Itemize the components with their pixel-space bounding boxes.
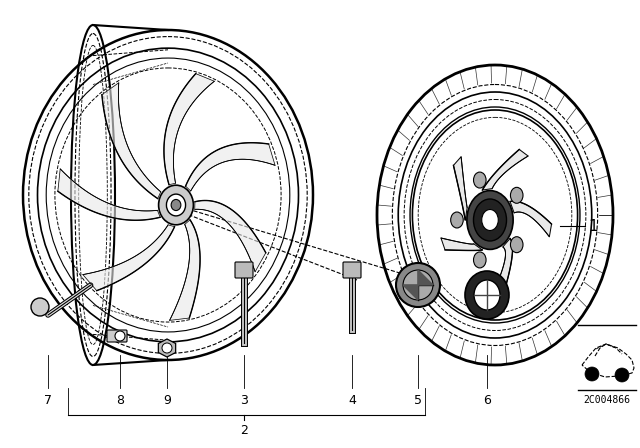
Ellipse shape [474,280,500,310]
Polygon shape [454,157,467,220]
Polygon shape [195,201,266,272]
FancyBboxPatch shape [343,262,361,278]
Circle shape [585,367,599,381]
Text: 7: 7 [44,393,52,406]
Circle shape [403,270,433,300]
Circle shape [615,368,629,382]
Ellipse shape [467,190,513,250]
Polygon shape [164,73,214,185]
Ellipse shape [474,252,486,268]
Polygon shape [483,150,528,190]
Ellipse shape [159,185,193,225]
FancyBboxPatch shape [107,330,127,342]
Polygon shape [102,83,161,198]
Polygon shape [441,238,483,250]
Text: 3: 3 [240,393,248,406]
Ellipse shape [166,194,186,216]
Polygon shape [418,270,433,285]
Text: 5: 5 [414,393,422,406]
Text: 1: 1 [588,219,598,233]
Polygon shape [510,201,552,237]
Ellipse shape [474,199,506,241]
Ellipse shape [482,210,499,231]
Ellipse shape [451,212,463,228]
Circle shape [162,343,172,353]
Polygon shape [58,169,160,220]
Ellipse shape [474,172,486,188]
Text: 9: 9 [163,393,171,406]
Polygon shape [158,339,175,357]
Polygon shape [83,225,175,291]
FancyBboxPatch shape [235,262,253,278]
Ellipse shape [171,199,181,211]
Text: 6: 6 [483,393,491,406]
Text: 2C004866: 2C004866 [584,395,630,405]
Polygon shape [170,220,200,320]
Circle shape [396,263,440,307]
Text: 2: 2 [240,423,248,436]
Text: 4: 4 [348,393,356,406]
Polygon shape [495,238,513,288]
Ellipse shape [511,237,523,253]
Polygon shape [403,285,418,300]
Circle shape [31,298,49,316]
Text: 8: 8 [116,393,124,406]
Ellipse shape [465,271,509,319]
Ellipse shape [511,187,523,203]
Polygon shape [186,143,275,191]
Circle shape [115,331,125,341]
